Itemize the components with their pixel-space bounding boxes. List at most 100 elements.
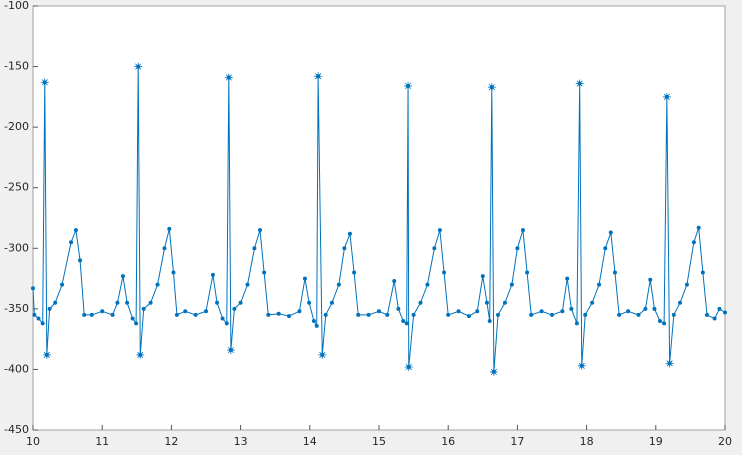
point [266,312,271,317]
point [78,258,83,263]
point [347,231,352,236]
point [307,300,312,305]
point [652,306,657,311]
asterisk-stroke [666,360,673,367]
asterisk-stroke [227,346,234,354]
point [520,228,525,233]
peak-marker [662,92,671,101]
point [671,312,676,317]
point [73,228,78,233]
point [82,312,87,317]
point [183,309,188,314]
point [314,323,319,328]
asterisk-stroke [578,362,585,369]
point [678,300,683,305]
point [723,310,727,315]
point [636,312,641,317]
point [574,321,579,326]
asterisk-stroke [135,63,142,70]
point [597,282,602,287]
point [626,309,631,314]
peak-marker [487,83,496,92]
point [262,270,267,275]
point [487,318,492,323]
peak-marker [40,78,49,87]
peak-marker [575,79,584,88]
point [529,312,534,317]
point [210,272,215,277]
point [329,300,334,305]
point [590,300,595,305]
point [60,282,65,287]
peak-marker [42,350,51,359]
peak-marker [314,72,323,81]
point [356,312,361,317]
point [509,282,514,287]
point [401,318,406,323]
point [232,306,237,311]
point [480,274,485,279]
point [657,318,662,323]
point [47,306,52,311]
asterisk-stroke [404,82,412,90]
point [392,278,397,283]
point [342,246,347,251]
asterisk-stroke [488,84,495,91]
asterisk-stroke [315,73,322,80]
x-tick-label: 20 [718,435,732,448]
point [466,314,471,319]
point [550,312,554,317]
y-tick-label: -300 [4,241,29,254]
peak-marker [489,367,498,376]
point [174,312,179,317]
point [134,321,139,326]
point [475,309,480,314]
asterisk-stroke [137,351,144,358]
point [396,306,401,311]
x-tick-label: 12 [164,435,178,448]
point [311,318,316,323]
x-tick-label: 18 [580,435,594,448]
plot-area [32,5,726,431]
point [220,316,225,321]
x-tick-label: 19 [649,435,663,448]
point [643,306,648,311]
x-tick-label: 10 [26,435,40,448]
point [171,270,176,275]
asterisk-stroke [41,79,48,86]
point [366,312,371,317]
point [100,309,105,314]
y-tick-label: -200 [4,120,29,133]
y-tick-label: -150 [4,60,29,73]
point [560,309,565,314]
point [238,300,243,305]
y-tick-label: -400 [4,362,29,375]
point [583,312,588,317]
point [569,306,574,311]
point [539,309,544,314]
y-tick-label: -450 [4,423,29,436]
peak-marker [224,73,233,82]
x-tick-label: 16 [441,435,455,448]
point [204,309,208,314]
point [31,286,35,291]
peak-marker [226,346,235,355]
point [110,312,115,317]
point [705,312,710,317]
x-tick-label: 14 [303,435,317,448]
peak-marker [134,62,143,71]
point [36,316,41,321]
point [603,246,608,251]
point [411,312,416,317]
point [565,276,570,281]
peak-marker [318,350,327,359]
point [608,230,613,235]
point [245,282,250,287]
point [700,270,705,275]
point [502,300,507,305]
point [385,312,390,317]
point [691,240,696,245]
point [148,300,153,305]
point [442,270,447,275]
